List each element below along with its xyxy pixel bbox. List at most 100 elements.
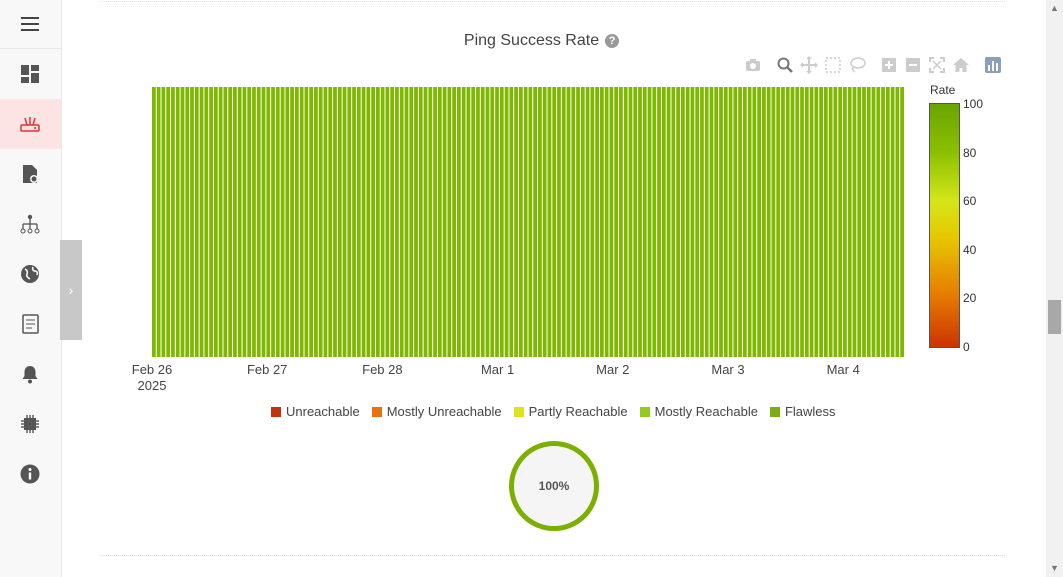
heatmap-cell[interactable] — [480, 87, 485, 357]
legend-item[interactable]: Flawless — [769, 404, 836, 419]
heatmap-cell[interactable] — [638, 87, 642, 357]
heatmap-cell[interactable] — [862, 87, 866, 357]
pan-icon[interactable] — [800, 56, 818, 74]
legend-item[interactable]: Mostly Unreachable — [371, 404, 502, 419]
heatmap-cell[interactable] — [838, 87, 843, 357]
heatmap-cell[interactable] — [356, 87, 361, 357]
heatmap-cell[interactable] — [361, 87, 366, 357]
heatmap-cell[interactable] — [423, 87, 428, 357]
heatmap-cell[interactable] — [847, 87, 852, 357]
heatmap-cell[interactable] — [490, 87, 495, 357]
heatmap-cell[interactable] — [528, 87, 533, 357]
heatmap-cell[interactable] — [194, 87, 199, 357]
heatmap-cell[interactable] — [566, 87, 571, 357]
camera-icon[interactable] — [744, 56, 762, 74]
heatmap-cell[interactable] — [437, 87, 442, 357]
heatmap-cell[interactable] — [499, 87, 504, 357]
sidebar-collapse-chevron-icon[interactable]: › — [60, 240, 82, 340]
scrollbar-thumb[interactable] — [1048, 300, 1061, 334]
heatmap-cell[interactable] — [304, 87, 309, 357]
heatmap-cell[interactable] — [576, 87, 580, 357]
heatmap-cell[interactable] — [757, 87, 762, 357]
reset-axes-icon[interactable] — [952, 56, 970, 74]
heatmap-cell[interactable] — [590, 87, 595, 357]
heatmap-cell[interactable] — [280, 87, 285, 357]
heatmap-cell[interactable] — [585, 87, 590, 357]
heatmap-cell[interactable] — [314, 87, 318, 357]
heatmap-cell[interactable] — [671, 87, 676, 357]
heatmap-cell[interactable] — [866, 87, 871, 357]
heatmap-cell[interactable] — [418, 87, 423, 357]
heatmap-cell[interactable] — [242, 87, 247, 357]
heatmap-cell[interactable] — [185, 87, 190, 357]
heatmap-cell[interactable] — [252, 87, 256, 357]
heatmap-cell[interactable] — [228, 87, 233, 357]
heatmap-cell[interactable] — [895, 87, 900, 357]
heatmap-cell[interactable] — [790, 87, 795, 357]
heatmap-cell[interactable] — [776, 87, 781, 357]
network-tree-icon[interactable] — [0, 199, 61, 249]
heatmap-cell[interactable] — [233, 87, 237, 357]
heatmap-cell[interactable] — [175, 87, 180, 357]
heatmap-cell[interactable] — [399, 87, 404, 357]
heatmap-cell[interactable] — [843, 87, 847, 357]
heatmap-cell[interactable] — [771, 87, 776, 357]
heatmap-cell[interactable] — [166, 87, 171, 357]
heatmap-cell[interactable] — [180, 87, 185, 357]
heatmap-cell[interactable] — [385, 87, 390, 357]
heatmap-cell[interactable] — [533, 87, 538, 357]
heatmap-cell[interactable] — [404, 87, 409, 357]
heatmap-cell[interactable] — [857, 87, 862, 357]
heatmap-cell[interactable] — [571, 87, 576, 357]
heatmap-cell[interactable] — [547, 87, 552, 357]
heatmap-cell[interactable] — [237, 87, 242, 357]
heatmap-cell[interactable] — [876, 87, 881, 357]
heatmap-cell[interactable] — [781, 87, 785, 357]
heatmap-cell[interactable] — [442, 87, 447, 357]
heatmap-cell[interactable] — [604, 87, 609, 357]
heatmap-cell[interactable] — [785, 87, 790, 357]
heatmap-cell[interactable] — [218, 87, 223, 357]
heatmap-cell[interactable] — [676, 87, 681, 357]
heatmap-cell[interactable] — [747, 87, 752, 357]
heatmap-cell[interactable] — [595, 87, 599, 357]
heatmap-cell[interactable] — [752, 87, 757, 357]
heatmap-cell[interactable] — [633, 87, 638, 357]
info-icon[interactable] — [0, 449, 61, 499]
heatmap-cell[interactable] — [518, 87, 523, 357]
heatmap-cell[interactable] — [213, 87, 218, 357]
bell-icon[interactable] — [0, 349, 61, 399]
heatmap-cell[interactable] — [809, 87, 814, 357]
heatmap-cell[interactable] — [495, 87, 499, 357]
heatmap-cell[interactable] — [728, 87, 733, 357]
heatmap-cell[interactable] — [890, 87, 895, 357]
heatmap-cell[interactable] — [661, 87, 666, 357]
heatmap-cell[interactable] — [457, 87, 461, 357]
heatmap-cell[interactable] — [700, 87, 704, 357]
heatmap-cell[interactable] — [485, 87, 490, 357]
heatmap-cell[interactable] — [557, 87, 561, 357]
hamburger-menu-icon[interactable] — [0, 0, 61, 49]
heatmap-cell[interactable] — [657, 87, 661, 357]
heatmap-cell[interactable] — [466, 87, 471, 357]
zoom-out-icon[interactable] — [904, 56, 922, 74]
heatmap-cell[interactable] — [523, 87, 528, 357]
heatmap-cell[interactable] — [819, 87, 823, 357]
heatmap-cell[interactable] — [476, 87, 480, 357]
heatmap-cell[interactable] — [294, 87, 299, 357]
heatmap-cell[interactable] — [409, 87, 414, 357]
legend-item[interactable]: Unreachable — [271, 404, 360, 419]
heatmap-cell[interactable] — [704, 87, 709, 357]
heatmap-cell[interactable] — [309, 87, 314, 357]
heatmap-cell[interactable] — [395, 87, 399, 357]
heatmap-cell[interactable] — [642, 87, 647, 357]
box-select-icon[interactable] — [824, 56, 842, 74]
heatmap-cell[interactable] — [414, 87, 418, 357]
heatmap-cell[interactable] — [352, 87, 356, 357]
heatmap-cell[interactable] — [619, 87, 623, 357]
heatmap-cell[interactable] — [723, 87, 728, 357]
heatmap-cell[interactable] — [647, 87, 652, 357]
heatmap-cell[interactable] — [695, 87, 700, 357]
heatmap-cell[interactable] — [804, 87, 809, 357]
heatmap-cell[interactable] — [285, 87, 290, 357]
